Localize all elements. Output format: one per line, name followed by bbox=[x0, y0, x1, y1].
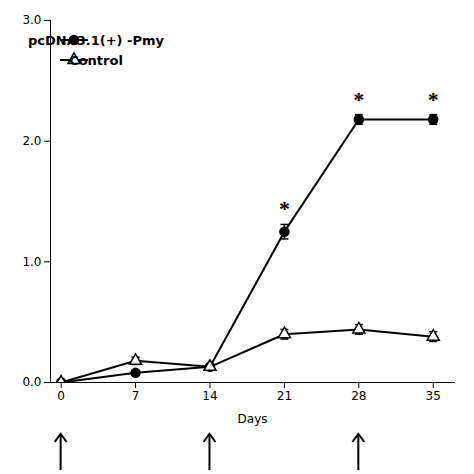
svg-text:21: 21 bbox=[277, 389, 292, 403]
svg-text:2.0: 2.0 bbox=[22, 134, 41, 148]
svg-text:*: * bbox=[353, 87, 364, 112]
svg-text:35: 35 bbox=[426, 389, 441, 403]
svg-text:Days: Days bbox=[238, 412, 268, 426]
svg-text:0.0: 0.0 bbox=[22, 375, 41, 389]
svg-text:1.0: 1.0 bbox=[22, 255, 41, 269]
svg-text:*: * bbox=[428, 87, 439, 112]
svg-text:pcDNA3.1(+) -Pmy: pcDNA3.1(+) -Pmy bbox=[28, 33, 165, 48]
svg-text:28: 28 bbox=[351, 389, 366, 403]
svg-text:*: * bbox=[279, 196, 290, 221]
svg-text:3.0: 3.0 bbox=[22, 13, 41, 27]
svg-text:Control: Control bbox=[69, 53, 123, 68]
svg-text:0: 0 bbox=[57, 389, 65, 403]
svg-text:14: 14 bbox=[202, 389, 217, 403]
svg-text:7: 7 bbox=[132, 389, 140, 403]
